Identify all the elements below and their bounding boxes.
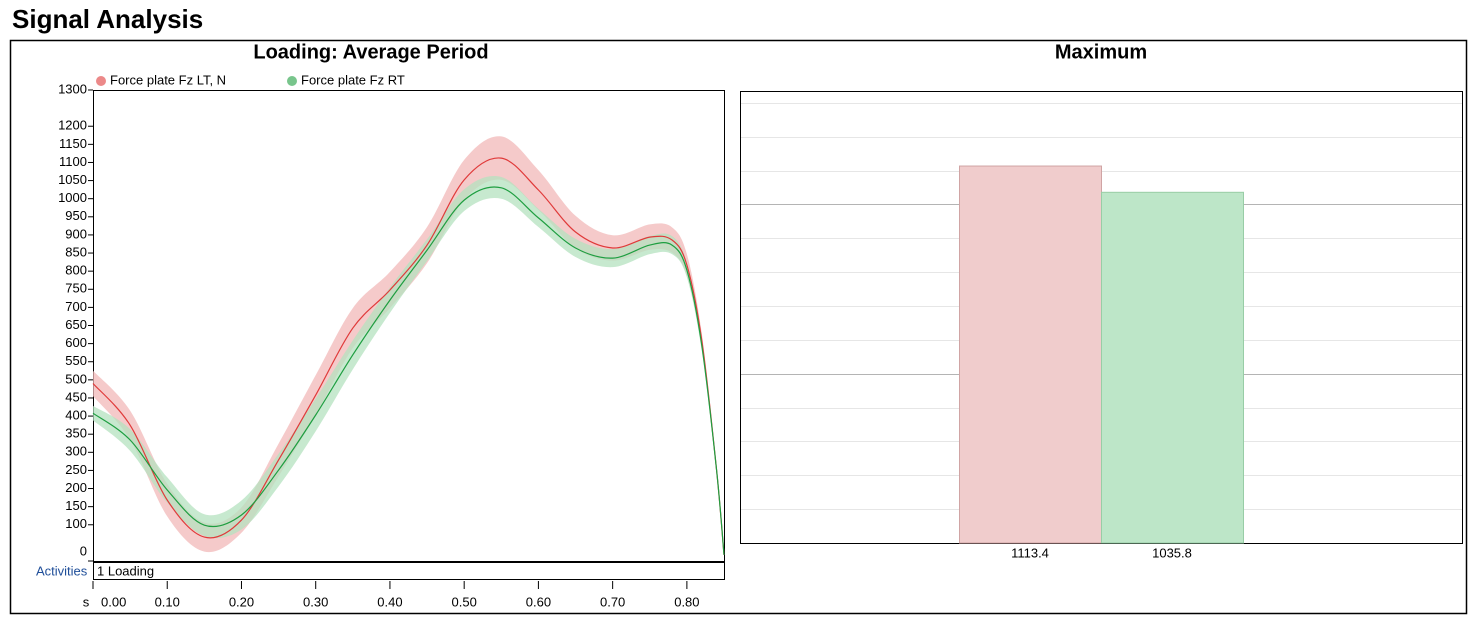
y-tick-label: 200 <box>65 480 87 495</box>
x-tick-label: 0.60 <box>526 594 551 609</box>
y-tick-label: 100 <box>65 516 87 531</box>
y-tick-label: 1000 <box>58 190 87 205</box>
y-tick-label: 1300 <box>58 81 87 96</box>
y-tick-label: 400 <box>65 408 87 423</box>
legend-marker <box>287 76 297 86</box>
x-tick-label: 0.80 <box>674 594 699 609</box>
x-axis-unit: s <box>83 594 90 609</box>
y-tick-label: 1200 <box>58 118 87 133</box>
activity-item[interactable]: 1 Loading <box>97 563 154 578</box>
x-tick-label: 0.40 <box>377 594 402 609</box>
y-tick-label: 600 <box>65 335 87 350</box>
mean-line <box>92 186 725 555</box>
y-tick-label: 150 <box>65 498 87 513</box>
y-tick-label: 450 <box>65 389 87 404</box>
y-tick-label: 650 <box>65 317 87 332</box>
y-tick-label: 550 <box>65 353 87 368</box>
y-tick-label: 0 <box>80 543 87 558</box>
y-tick-label: 500 <box>65 371 87 386</box>
x-tick-label: 0.10 <box>155 594 180 609</box>
legend-marker <box>96 76 106 86</box>
plot-area <box>93 90 725 562</box>
x-tick-label: 0.20 <box>229 594 254 609</box>
y-tick-label: 800 <box>65 263 87 278</box>
y-tick-label: 1100 <box>59 154 87 169</box>
activities-label: Activities <box>36 563 88 578</box>
x-tick-label: 0.00 <box>101 594 126 609</box>
activities-box[interactable] <box>93 562 725 580</box>
y-tick-label: 700 <box>65 299 87 314</box>
value-label: 1113.4 <box>1011 545 1049 560</box>
y-tick-label: 850 <box>65 244 87 259</box>
value-label: 1035.8 <box>1152 545 1192 560</box>
y-tick-label: 900 <box>65 226 87 241</box>
mean-line <box>92 157 725 555</box>
chart-title: Maximum <box>1055 41 1147 63</box>
bar <box>959 165 1102 544</box>
legend-label: Force plate Fz RT <box>301 72 405 87</box>
y-tick-label: 950 <box>65 208 87 223</box>
page-title: Signal Analysis <box>12 4 203 34</box>
y-tick-label: 1150 <box>59 136 87 151</box>
legend-label: Force plate Fz LT, N <box>110 72 226 87</box>
y-tick-label: 750 <box>65 281 87 296</box>
panel <box>9 39 1468 615</box>
x-tick-label: 0.50 <box>452 594 477 609</box>
chart-title: Loading: Average Period <box>253 41 488 63</box>
y-tick-label: 300 <box>65 444 87 459</box>
bar <box>1101 191 1244 544</box>
x-tick-label: 0.30 <box>303 594 328 609</box>
y-tick-label: 350 <box>65 426 87 441</box>
y-tick-label: 1050 <box>58 172 87 187</box>
y-tick-label: 250 <box>65 462 87 477</box>
x-tick-label: 0.70 <box>600 594 625 609</box>
